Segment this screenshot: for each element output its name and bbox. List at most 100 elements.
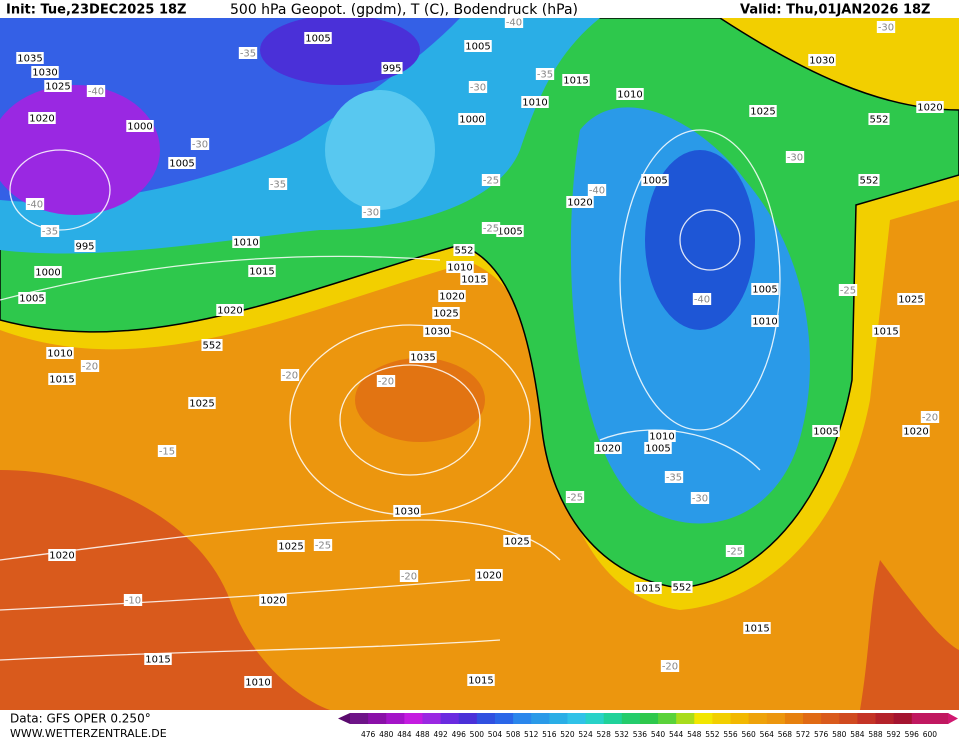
isobar-label: 1010 xyxy=(232,236,260,249)
isobar-label: 1020 xyxy=(28,112,56,125)
field-dark-orange xyxy=(355,358,485,442)
isobar-label: 1010 xyxy=(751,315,779,328)
isobar-label: 1010 xyxy=(648,430,676,443)
label-box xyxy=(313,539,333,551)
label-box xyxy=(481,174,501,186)
contour-label: 552 xyxy=(868,113,890,126)
label-box xyxy=(280,369,300,381)
init-time: Init: Tue,23DEC2025 18Z xyxy=(6,3,186,18)
isobar-label: 1030 xyxy=(808,54,836,67)
isobar-label: 995 xyxy=(381,62,403,75)
colorbar-label: 580 xyxy=(832,730,847,739)
isobar-label: 1005 xyxy=(496,225,524,238)
label-box xyxy=(634,582,662,594)
isotherm-label: -30 xyxy=(190,138,210,151)
label-box xyxy=(453,244,475,256)
isobar-label-text: 1015 xyxy=(145,655,170,666)
isotherm-label: -40 xyxy=(587,184,607,197)
label-box xyxy=(268,178,288,190)
colorbar-label: 552 xyxy=(705,730,720,739)
label-box xyxy=(902,425,930,437)
isobar xyxy=(0,255,441,301)
isotherm-label-text: -25 xyxy=(315,541,331,552)
isobar-label: 1005 xyxy=(464,40,492,53)
colorbar-swatch xyxy=(549,713,568,724)
isobar-label: 1020 xyxy=(48,549,76,562)
isobar-label: 1000 xyxy=(458,113,486,126)
colorbar-label: 512 xyxy=(524,730,539,739)
label-box xyxy=(521,96,549,108)
colorbar-swatch xyxy=(712,713,732,724)
isobar-label-text: 1020 xyxy=(29,114,54,125)
isobar-label-text: 995 xyxy=(382,64,401,75)
colorbar-label: 528 xyxy=(597,730,612,739)
colorbar-label: 588 xyxy=(868,730,883,739)
label-box xyxy=(16,52,44,64)
label-box xyxy=(671,581,693,593)
colorbar-swatch xyxy=(494,713,514,724)
isotherm-label: -25 xyxy=(481,174,501,187)
isobar-label: 1030 xyxy=(423,325,451,338)
isobar-label: 1005 xyxy=(168,157,196,170)
label-box xyxy=(238,47,258,59)
isobar-label: 1015 xyxy=(48,373,76,386)
label-box xyxy=(587,184,607,196)
isobar-label-text: 1005 xyxy=(305,34,330,45)
isotherm-label-text: -20 xyxy=(662,662,678,673)
isobar-label-text: 1025 xyxy=(433,309,458,320)
colorbar-swatch xyxy=(875,713,895,724)
isobar-label: 1015 xyxy=(460,273,488,286)
isotherm-label-text: -20 xyxy=(401,572,417,583)
label-box xyxy=(409,351,437,363)
isotherm-label: -30 xyxy=(690,492,710,505)
colorbar-label: 572 xyxy=(796,730,811,739)
isotherm-label-text: -15 xyxy=(159,447,175,458)
isobar-label-text: 1030 xyxy=(394,507,419,518)
isobar-label: 1010 xyxy=(446,261,474,274)
colorbar-swatch xyxy=(730,713,750,724)
colorbar-swatch xyxy=(368,713,387,724)
valid-time: Valid: Thu,01JAN2026 18Z xyxy=(740,3,930,18)
isobar-label-text: 1025 xyxy=(278,542,303,553)
colorbar-label: 496 xyxy=(452,730,467,739)
isobar-label-text: 1020 xyxy=(476,571,501,582)
contour-label-text: 552 xyxy=(202,341,221,352)
colorbar-swatch xyxy=(458,713,478,724)
isotherm-label: -10 xyxy=(123,594,143,607)
data-source: Data: GFS OPER 0.250° xyxy=(10,712,151,726)
isobar-label: 1010 xyxy=(244,676,272,689)
colorbar-swatch xyxy=(893,713,913,724)
label-box xyxy=(690,492,710,504)
colorbar-label: 516 xyxy=(542,730,557,739)
label-box xyxy=(201,339,223,351)
colorbar-swatch xyxy=(658,713,677,724)
isotherm-label: -25 xyxy=(565,491,585,504)
label-box xyxy=(562,74,590,86)
isotherm-label-text: -25 xyxy=(483,224,499,235)
label-box xyxy=(872,325,900,337)
isotherm-label: -20 xyxy=(399,570,419,583)
isotherm-label-text: -20 xyxy=(282,371,298,382)
colorbar-label: 592 xyxy=(886,730,901,739)
isobar-label: 1015 xyxy=(634,582,662,595)
isobar-label-text: 1020 xyxy=(439,292,464,303)
isotherm-label-text: -30 xyxy=(787,153,803,164)
isobar-label: 1025 xyxy=(432,307,460,320)
isobar-label-text: 1015 xyxy=(49,375,74,386)
label-box xyxy=(749,105,777,117)
label-box xyxy=(381,62,403,74)
colorbar-swatch xyxy=(748,713,768,724)
isotherm-label-text: -35 xyxy=(537,70,553,81)
label-box xyxy=(504,16,524,28)
label-box xyxy=(920,411,940,423)
isobar-label: 1020 xyxy=(475,569,503,582)
colorbar-swatch xyxy=(803,713,822,724)
isotherm-label: -30 xyxy=(361,206,381,219)
label-box xyxy=(248,265,276,277)
isotherm-label-text: -40 xyxy=(506,18,522,29)
isotherm-label-text: -30 xyxy=(878,23,894,34)
label-box xyxy=(168,157,196,169)
colorbar-label: 536 xyxy=(633,730,648,739)
isobar-label-text: 1010 xyxy=(447,263,472,274)
